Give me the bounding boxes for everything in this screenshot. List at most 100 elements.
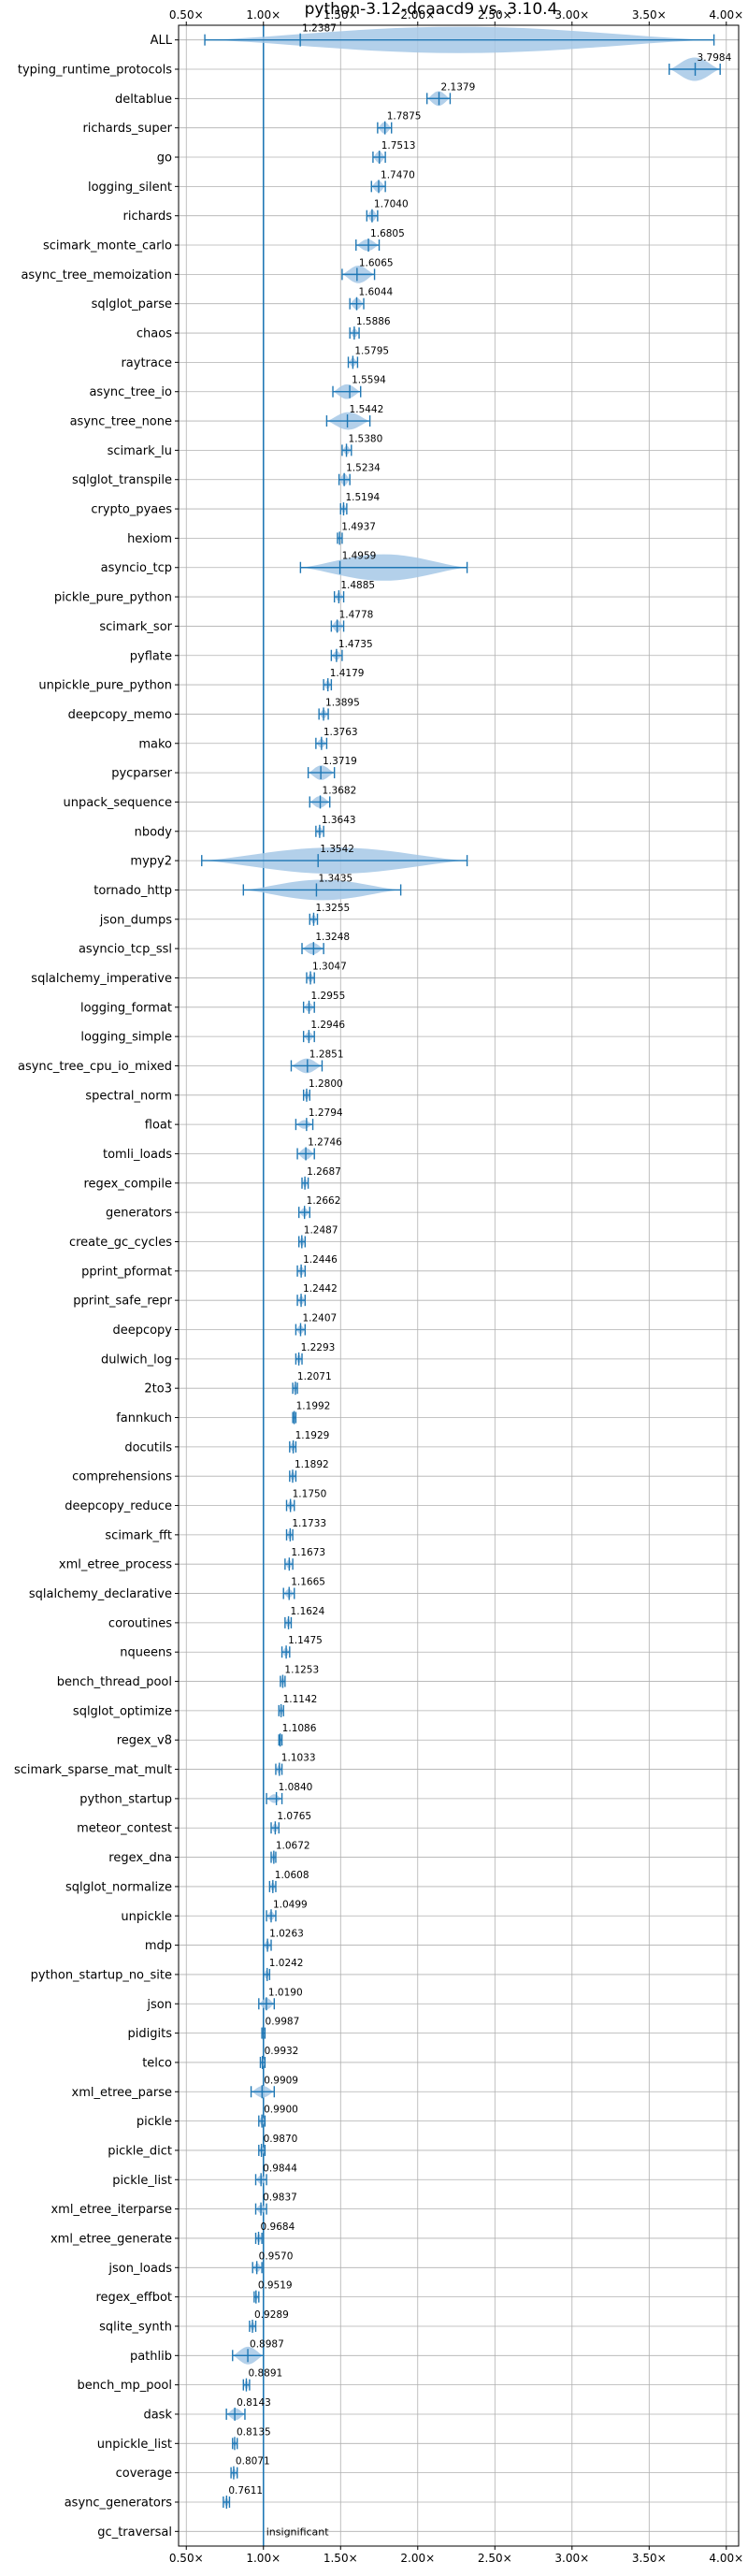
value-label: 0.9289: [254, 2309, 289, 2321]
value-label: 1.6044: [358, 287, 393, 298]
value-label: 1.1086: [282, 1723, 317, 1734]
value-label: 1.2446: [303, 1254, 338, 1266]
y-tick-label: bench_thread_pool: [57, 1675, 172, 1689]
value-label: 1.2487: [304, 1224, 338, 1236]
y-tick-label: fannkuch: [116, 1411, 172, 1425]
value-label: 1.1673: [291, 1547, 325, 1558]
value-label: 1.1733: [292, 1518, 326, 1529]
value-label: 1.5194: [345, 492, 380, 503]
y-tick-label: pprint_pformat: [81, 1265, 172, 1279]
y-tick-label: logging_format: [80, 1001, 172, 1015]
y-tick-label: gc_traversal: [97, 2525, 172, 2540]
value-label: 0.8143: [237, 2397, 271, 2409]
value-label: 1.1253: [284, 1665, 319, 1676]
y-tick-label: unpickle: [121, 1910, 172, 1924]
y-tick-label: dask: [143, 2408, 172, 2422]
value-label: 1.1142: [283, 1694, 318, 1705]
y-tick-label: scimark_fft: [105, 1528, 172, 1542]
value-label: 0.9987: [266, 2017, 300, 2028]
value-label: 1.4179: [330, 668, 365, 679]
y-tick-label: pycparser: [111, 767, 172, 781]
value-label: 1.4735: [338, 639, 373, 650]
x-tick-label-top: 4.00×: [709, 8, 743, 22]
value-label: 1.5234: [346, 463, 381, 474]
y-tick-label: xml_etree_iterparse: [50, 2203, 172, 2217]
y-tick-label: unpickle_list: [97, 2438, 172, 2452]
x-tick-label-top: 1.00×: [246, 8, 280, 22]
y-tick-label: coroutines: [108, 1616, 172, 1630]
value-label: 1.3682: [323, 785, 357, 796]
value-label: 1.2071: [297, 1371, 332, 1382]
y-tick-label: async_tree_memoization: [21, 268, 172, 282]
x-tick-label-bottom: 4.00×: [709, 2552, 743, 2565]
marker-layer: [201, 33, 721, 2509]
value-label: 1.7875: [387, 111, 422, 123]
value-label: 1.5795: [354, 345, 389, 356]
y-tick-label: json: [146, 1998, 172, 2012]
y-tick-label: python_startup: [79, 1792, 172, 1806]
y-tick-label-layer: ALL typing_runtime_protocols deltablue rich…: [14, 34, 179, 2540]
y-tick-label: float: [145, 1119, 172, 1133]
value-label: 1.0190: [268, 1987, 303, 1998]
value-label: 1.1892: [295, 1459, 329, 1470]
y-tick-label: sqlglot_parse: [92, 297, 172, 311]
value-label: 1.3255: [315, 903, 350, 914]
x-tick-label-bottom: 2.50×: [478, 2552, 512, 2565]
y-tick-label: mypy2: [130, 855, 172, 869]
y-tick-label: scimark_sparse_mat_mult: [14, 1763, 172, 1777]
y-tick-label: coverage: [116, 2467, 172, 2481]
plot-frame: [178, 24, 740, 2547]
y-tick-label: comprehensions: [72, 1470, 172, 1484]
y-tick-label: pidigits: [128, 2027, 173, 2041]
value-label: 0.9570: [259, 2250, 294, 2262]
y-tick-label: async_tree_cpu_io_mixed: [18, 1060, 172, 1074]
y-tick-label: bench_mp_pool: [77, 2379, 172, 2393]
y-tick-label: pickle_dict: [108, 2144, 172, 2158]
value-label: 1.7040: [374, 199, 409, 210]
y-tick-label: crypto_pyaes: [91, 503, 172, 517]
y-tick-label: mdp: [145, 1939, 172, 1953]
y-tick-label: sqlglot_transpile: [72, 473, 172, 487]
value-label: 1.5594: [352, 375, 386, 386]
value-label: 0.8071: [236, 2456, 270, 2467]
y-tick-label: scimark_sor: [99, 620, 172, 634]
value-label: 1.2407: [302, 1313, 337, 1324]
value-label-layer: 1.2387 3.7984 2.1379 1.7875 1.7513 1.7470 1.70…: [228, 23, 731, 2539]
value-label: 1.1750: [293, 1489, 327, 1500]
value-label: 1.2955: [311, 991, 346, 1002]
value-label: 1.3719: [323, 756, 357, 767]
value-label: 1.2687: [307, 1166, 341, 1178]
value-label: 0.9844: [263, 2163, 297, 2174]
y-tick-label: spectral_norm: [85, 1089, 172, 1103]
y-tick-label: sqlglot_optimize: [73, 1704, 172, 1718]
value-label: 1.2746: [308, 1136, 342, 1148]
y-tick-label: mako: [138, 737, 172, 751]
y-tick-label: sqlalchemy_imperative: [31, 972, 172, 986]
y-tick-label: hexiom: [127, 532, 172, 546]
value-label: 1.5442: [350, 404, 384, 415]
y-tick-label: asyncio_tcp: [101, 561, 172, 575]
value-label: 0.9870: [264, 2134, 298, 2145]
value-label: 0.8891: [248, 2368, 282, 2380]
y-tick-label: meteor_contest: [77, 1822, 172, 1836]
value-label: 1.1033: [281, 1753, 316, 1764]
y-tick-label: json_dumps: [99, 913, 172, 927]
y-tick-label: pickle: [137, 2115, 172, 2129]
x-tick-label-bottom: 1.50×: [324, 2552, 358, 2565]
value-label: 1.4778: [339, 609, 374, 620]
value-label: 1.2293: [301, 1342, 336, 1353]
y-tick-label: docutils: [124, 1440, 172, 1454]
y-tick-label: sqlglot_normalize: [65, 1880, 172, 1894]
y-tick-label: richards_super: [82, 122, 172, 136]
value-label: 1.1992: [296, 1401, 331, 1412]
y-tick-label: xml_etree_parse: [72, 2086, 172, 2100]
value-label: 1.1475: [288, 1635, 323, 1646]
x-tick-label-layer: 0.50× 0.50× 1.00× 1.00× 1.50× 1.50× 2.00× 2.00×…: [169, 8, 743, 2565]
y-tick-label: go: [157, 152, 172, 166]
value-label: 1.3248: [315, 932, 350, 943]
y-tick-label: sqlalchemy_declarative: [29, 1587, 172, 1601]
x-tick-label-top: 2.50×: [478, 8, 512, 22]
x-tick-label-bottom: 3.50×: [632, 2552, 667, 2565]
